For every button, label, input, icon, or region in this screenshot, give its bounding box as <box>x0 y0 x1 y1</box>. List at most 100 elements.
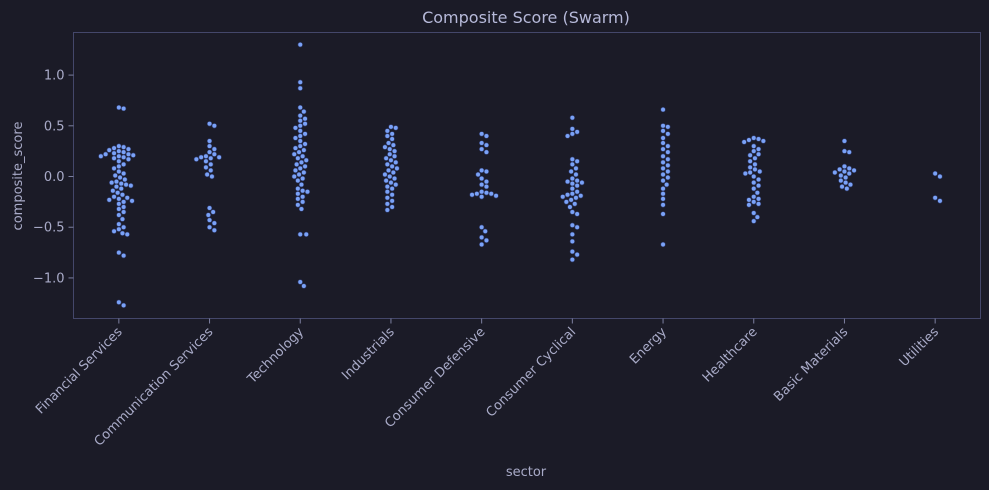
data-point <box>111 228 117 234</box>
data-point <box>109 179 115 186</box>
data-point <box>937 198 943 204</box>
data-point <box>297 123 303 129</box>
data-point <box>124 195 130 201</box>
data-point <box>295 202 301 208</box>
data-point <box>298 206 305 212</box>
data-point <box>569 181 575 187</box>
data-point <box>206 143 213 149</box>
data-point <box>569 175 575 182</box>
data-point <box>751 199 757 205</box>
data-point <box>206 138 213 144</box>
data-point <box>394 165 400 172</box>
data-point <box>660 196 666 202</box>
data-point <box>384 161 390 167</box>
data-point <box>569 161 575 167</box>
data-point <box>116 163 122 169</box>
data-point <box>479 131 485 137</box>
data-point <box>488 191 494 197</box>
data-point <box>121 154 127 160</box>
data-point <box>302 141 308 147</box>
data-point <box>751 179 757 186</box>
data-point <box>388 157 394 163</box>
data-point <box>296 149 302 155</box>
data-point <box>843 174 849 181</box>
data-point <box>121 302 127 308</box>
data-point <box>211 220 217 226</box>
data-point <box>116 201 122 207</box>
data-point <box>387 173 393 180</box>
data-point <box>665 124 671 130</box>
data-point <box>295 196 301 202</box>
data-point <box>482 228 488 234</box>
data-point <box>206 121 213 127</box>
data-point <box>574 189 580 195</box>
data-point <box>390 169 396 176</box>
data-point <box>751 173 757 180</box>
data-point <box>479 167 485 174</box>
data-point <box>751 186 757 192</box>
data-point <box>839 184 845 190</box>
data-point <box>560 194 566 200</box>
data-point <box>125 146 132 152</box>
data-point <box>384 207 390 213</box>
data-point <box>574 252 580 258</box>
data-point <box>574 158 580 164</box>
data-point <box>129 198 135 204</box>
data-point <box>297 128 303 134</box>
data-point <box>384 128 390 134</box>
data-point <box>741 139 747 145</box>
data-point <box>747 152 753 158</box>
data-point <box>483 237 490 244</box>
data-point <box>198 154 204 160</box>
data-point <box>301 147 307 153</box>
data-point <box>292 135 299 141</box>
data-point <box>573 165 579 172</box>
data-point <box>300 194 306 200</box>
data-point <box>757 168 763 175</box>
y-tick-label: −1.0 <box>33 271 65 286</box>
x-tick-label: Healthcare <box>700 325 761 386</box>
data-point <box>208 167 214 174</box>
data-point <box>564 178 571 185</box>
data-point <box>393 182 399 188</box>
data-point <box>746 197 752 203</box>
x-tick-label: Consumer Cyclical <box>484 325 580 421</box>
data-point <box>382 144 388 150</box>
data-point <box>388 179 394 186</box>
data-point <box>569 231 575 237</box>
data-point <box>385 167 392 174</box>
data-points <box>98 42 943 308</box>
data-point <box>296 171 302 178</box>
data-point <box>125 156 132 162</box>
data-point <box>569 209 575 215</box>
data-point <box>483 142 490 148</box>
data-point <box>851 167 857 174</box>
data-point <box>660 211 666 217</box>
data-point <box>297 85 303 91</box>
data-point <box>579 179 585 186</box>
data-point <box>841 148 848 154</box>
data-point <box>483 190 490 196</box>
data-point <box>754 214 760 220</box>
data-point <box>211 227 217 233</box>
data-point <box>297 42 303 48</box>
data-point <box>125 151 132 157</box>
data-point <box>569 126 575 132</box>
data-point <box>216 154 222 160</box>
data-point <box>660 241 666 248</box>
data-point <box>837 166 843 173</box>
y-tick-label: 1.0 <box>44 69 65 84</box>
data-point <box>116 153 122 159</box>
data-point <box>932 170 938 177</box>
data-point <box>568 197 574 203</box>
data-point <box>302 121 308 127</box>
data-point <box>569 257 575 263</box>
y-tick-label: 0.5 <box>44 119 65 134</box>
data-point <box>751 218 757 224</box>
data-point <box>300 188 306 194</box>
data-point <box>660 146 666 152</box>
data-point <box>300 199 306 205</box>
data-point <box>483 178 490 185</box>
data-point <box>578 193 584 199</box>
